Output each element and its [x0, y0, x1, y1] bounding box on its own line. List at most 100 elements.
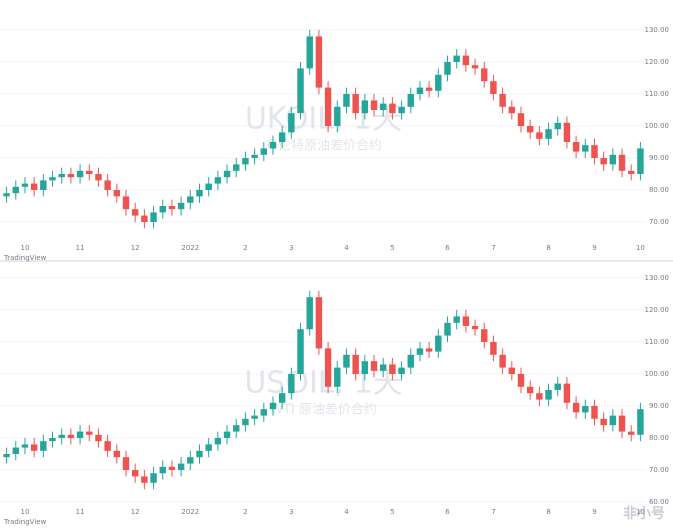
candle-body	[508, 367, 516, 374]
x-tick-label: 6	[445, 508, 450, 516]
candle-body	[40, 180, 47, 190]
y-tick-label: 90.00	[649, 402, 669, 410]
candle-body	[297, 329, 304, 374]
candle-body	[315, 297, 323, 349]
candle-body	[563, 383, 571, 403]
candle-body	[545, 129, 552, 139]
candle-body	[315, 36, 323, 88]
candle-body	[582, 406, 589, 413]
candle-body	[563, 122, 571, 142]
y-tick-label: 130.00	[645, 26, 670, 34]
candle-body	[481, 68, 488, 82]
candle-body	[233, 164, 240, 171]
candle-body	[297, 68, 304, 114]
candle-body	[490, 342, 497, 355]
candle-body	[591, 406, 598, 419]
candle-body	[379, 364, 387, 371]
candle-body	[444, 62, 451, 75]
candle-body	[269, 142, 277, 149]
candle-body	[251, 154, 258, 158]
candle-body	[95, 174, 102, 181]
watermark: UKOIL, 1天	[245, 102, 402, 137]
x-tick-label: 5	[390, 508, 394, 516]
candle-body	[352, 94, 359, 114]
candle-body	[425, 87, 433, 91]
candle-body	[223, 170, 231, 178]
candle-body	[444, 322, 451, 336]
candle-body	[389, 364, 396, 374]
candle-body	[471, 65, 479, 69]
x-tick-label: 12	[131, 508, 140, 516]
candle-body	[499, 94, 506, 107]
candle-body	[21, 444, 29, 448]
y-tick-label: 110.00	[645, 338, 670, 346]
y-tick-label: 130.00	[645, 274, 670, 282]
candle-body	[637, 409, 644, 435]
candle-body	[398, 106, 405, 114]
candle-body	[288, 374, 295, 394]
y-tick-label: 70.00	[649, 466, 669, 474]
y-tick-label: 80.00	[649, 434, 669, 442]
candle-body	[40, 441, 47, 451]
x-tick-label: 8	[546, 244, 550, 252]
candle-body	[122, 457, 130, 470]
candle-body	[361, 361, 369, 374]
candle-body	[196, 190, 203, 197]
candle-body	[67, 434, 75, 438]
candle-body	[205, 444, 212, 451]
x-tick-label: 9	[592, 244, 596, 252]
candle-body	[545, 390, 552, 400]
candle-body	[159, 206, 166, 213]
candle-body	[168, 466, 176, 470]
x-tick-label: 3	[289, 508, 293, 516]
candle-body	[517, 374, 525, 387]
candle-body	[526, 126, 534, 133]
x-tick-label: 6	[445, 244, 450, 252]
brand-logo: 非小号	[623, 505, 665, 522]
y-tick-label: 100.00	[645, 122, 670, 130]
candle-body	[150, 212, 157, 222]
x-tick-label: 3	[289, 244, 293, 252]
candle-body	[223, 431, 231, 438]
candle-body	[398, 367, 405, 374]
candle-body	[536, 132, 543, 139]
candle-body	[462, 55, 470, 66]
candle-body	[58, 434, 65, 438]
x-tick-label: 8	[546, 508, 550, 516]
candle-body	[49, 438, 56, 442]
watermark-subtitle: 布伦特原油差价合约	[265, 139, 382, 154]
candle-body	[12, 447, 19, 454]
candle-body	[370, 361, 378, 371]
candle-body	[618, 154, 626, 171]
candle-body	[177, 463, 185, 470]
candle-body	[600, 158, 607, 165]
candle-body	[462, 316, 470, 326]
candle-body	[324, 87, 332, 126]
candle-body	[517, 113, 525, 126]
x-tick-label: 12	[131, 244, 140, 252]
source: TradingView	[3, 518, 47, 526]
candle-body	[30, 444, 38, 451]
candle-body	[260, 409, 268, 416]
candle-body	[343, 94, 350, 107]
candle-body	[572, 402, 580, 413]
candle-body	[306, 297, 313, 330]
candle-body	[58, 174, 65, 178]
candle-body	[12, 186, 19, 194]
x-tick-label: 7	[491, 508, 495, 516]
y-tick-label: 90.00	[649, 154, 669, 162]
candle-body	[251, 415, 258, 419]
candle-body	[131, 470, 139, 477]
candle-body	[242, 158, 249, 165]
candle-body	[141, 476, 148, 483]
candle-body	[334, 367, 341, 387]
candle-body	[352, 354, 359, 374]
candle-body	[508, 106, 516, 114]
candle-body	[526, 386, 534, 394]
candle-body	[3, 193, 10, 197]
candle-body	[214, 177, 222, 184]
candle-body	[416, 87, 424, 94]
candle-body	[389, 103, 396, 114]
